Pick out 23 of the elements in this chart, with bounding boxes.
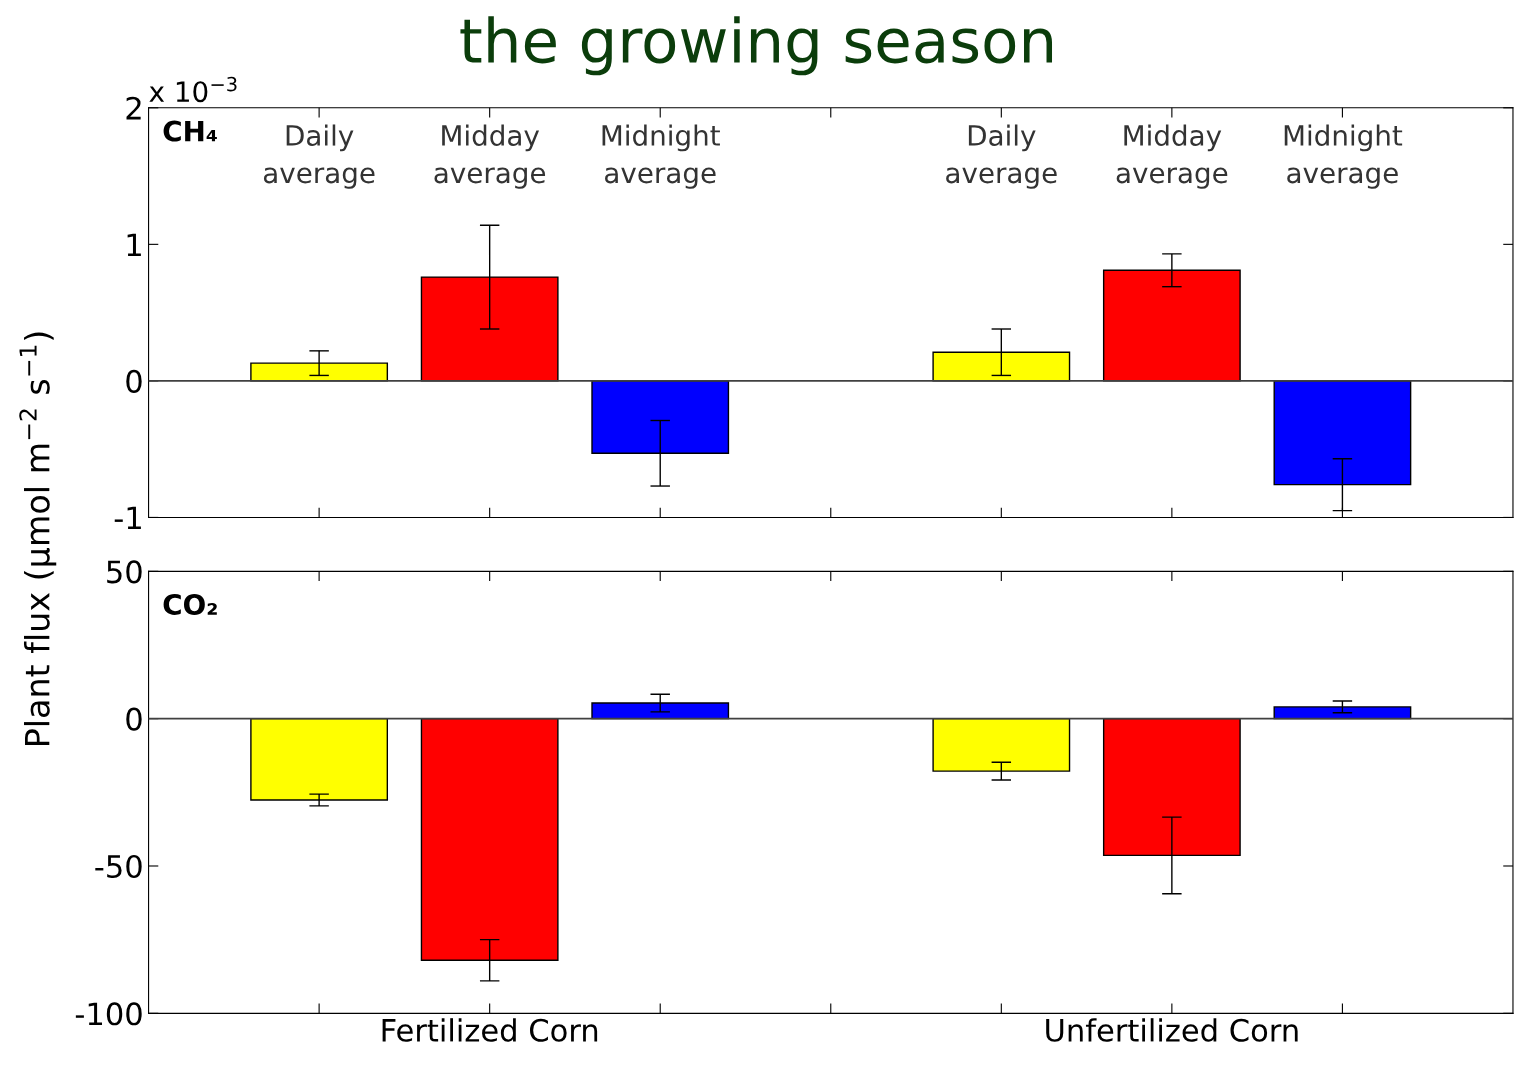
- legend-label: Midday average: [434, 124, 546, 189]
- text: Midnight average: [1284, 124, 1403, 189]
- x-tick-label: Unfertilized Corn: [1046, 1018, 1298, 1042]
- y-tick-label: 0: [126, 369, 142, 393]
- y-tick-label: -50: [95, 854, 142, 879]
- x-tick-label: Fertilized Corn: [382, 1018, 598, 1042]
- y-tick-label: 50: [107, 560, 142, 584]
- text: x 10$^{−3}$: [149, 76, 237, 103]
- legend-label: Daily average: [263, 124, 375, 189]
- annotation: CO₂: [163, 593, 217, 615]
- annotation: CH₄: [163, 120, 217, 142]
- text: Midday average: [1116, 124, 1228, 189]
- y-tick-label: 1: [127, 233, 141, 256]
- bar: [1273, 706, 1412, 720]
- chart-title: the growing season: [460, 16, 1053, 76]
- y-tick-label: 0: [126, 707, 142, 731]
- y-tick-label: 2: [126, 96, 141, 120]
- y-tick-label: -100: [75, 1002, 142, 1026]
- text: Daily average: [946, 124, 1057, 189]
- bar: [250, 717, 389, 801]
- y-tick-label: -1: [114, 506, 141, 530]
- y-axis-title: Plant flux (µmol m$^{−2}$ s$^{−1}$): [19, 332, 57, 746]
- legend-label: Midnight average: [602, 124, 720, 189]
